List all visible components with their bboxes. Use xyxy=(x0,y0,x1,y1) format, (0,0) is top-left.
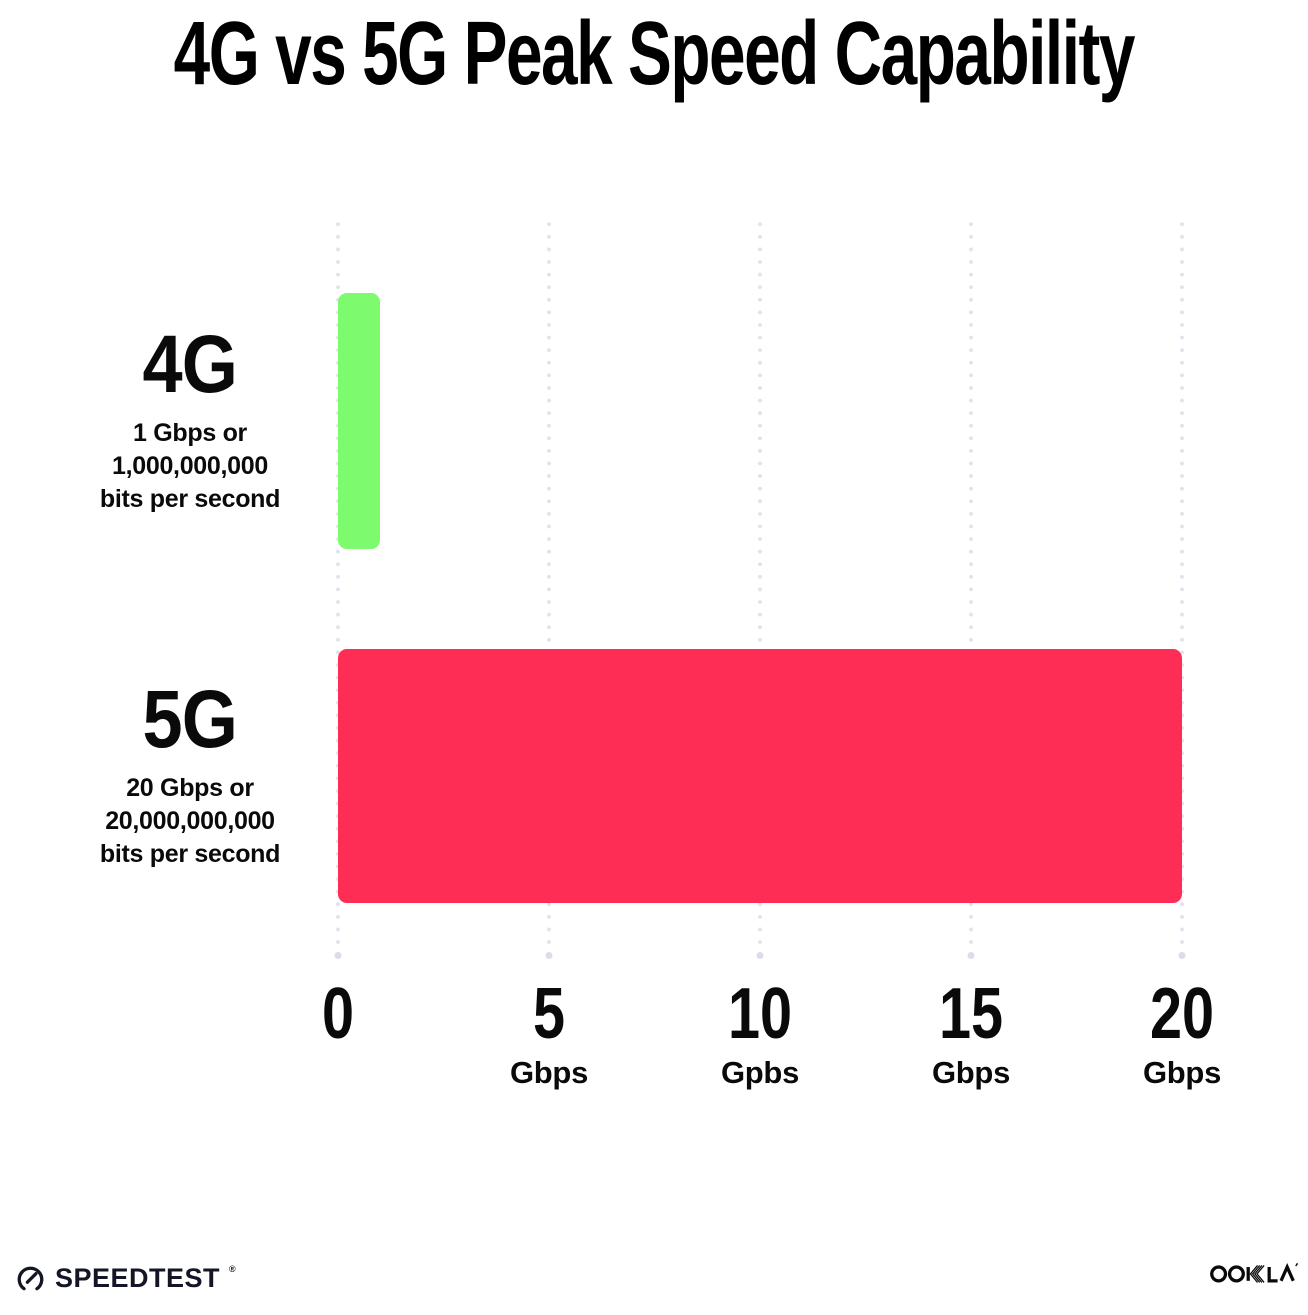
x-tick-15-unit: Gbps xyxy=(931,1055,1011,1090)
x-tick-5: 5 Gbps xyxy=(439,978,659,1091)
bar-4g xyxy=(338,293,381,549)
speedtest-logo: SPEEDTEST ® xyxy=(14,1262,236,1295)
x-tick-10-value: 10 xyxy=(727,974,793,1054)
x-tick-10-unit: Gpbs xyxy=(720,1055,800,1090)
x-tick-0: 0 xyxy=(228,978,448,1055)
row-label-4g-title: 4G xyxy=(142,318,238,410)
row-label-5g-sublabel: 20 Gbps or 20,000,000,000 bits per secon… xyxy=(99,772,281,871)
row-label-5g: 5G 20 Gbps or 20,000,000,000 bits per se… xyxy=(30,649,350,903)
row-label-4g-subline-2: 1,000,000,000 xyxy=(112,452,268,481)
speedtest-gauge-icon xyxy=(14,1262,47,1295)
row-label-5g-subline-1: 20 Gbps or xyxy=(126,774,254,803)
row-label-4g-subline-3: bits per second xyxy=(99,485,281,514)
x-tick-10: 10 Gpbs xyxy=(650,978,870,1091)
chart-title: 4G vs 5G Peak Speed Capability xyxy=(173,4,1136,104)
bar-5g xyxy=(338,649,1182,903)
x-tick-20-unit: Gbps xyxy=(1142,1055,1222,1090)
gridline-20 xyxy=(1180,222,1184,950)
gridline-15 xyxy=(969,222,973,950)
row-label-5g-subline-2: 20,000,000,000 xyxy=(105,807,275,836)
x-tick-5-value: 5 xyxy=(532,974,566,1054)
x-tick-0-value: 0 xyxy=(321,974,355,1054)
ookla-logo-icon xyxy=(1210,1262,1299,1283)
row-label-4g-sublabel: 1 Gbps or 1,000,000,000 bits per second xyxy=(99,417,281,516)
title-row: 4G vs 5G Peak Speed Capability xyxy=(0,9,1308,99)
x-tick-5-unit: Gbps xyxy=(509,1055,589,1090)
ookla-logo xyxy=(1210,1257,1300,1293)
gridline-5 xyxy=(547,222,551,950)
speedtest-wordmark: SPEEDTEST xyxy=(55,1263,221,1293)
x-tick-15-value: 15 xyxy=(938,974,1004,1054)
x-tick-20-value: 20 xyxy=(1149,974,1215,1054)
row-label-4g-subline-1: 1 Gbps or xyxy=(133,419,247,448)
row-label-4g: 4G 1 Gbps or 1,000,000,000 bits per seco… xyxy=(30,293,350,549)
gridline-10 xyxy=(758,222,762,950)
gridline-0 xyxy=(336,222,340,950)
row-label-5g-subline-3: bits per second xyxy=(99,840,281,869)
x-tick-15: 15 Gbps xyxy=(861,978,1081,1091)
speedtest-trademark: ® xyxy=(229,1264,236,1274)
x-tick-20: 20 Gbps xyxy=(1072,978,1292,1091)
row-label-5g-title: 5G xyxy=(142,673,238,765)
